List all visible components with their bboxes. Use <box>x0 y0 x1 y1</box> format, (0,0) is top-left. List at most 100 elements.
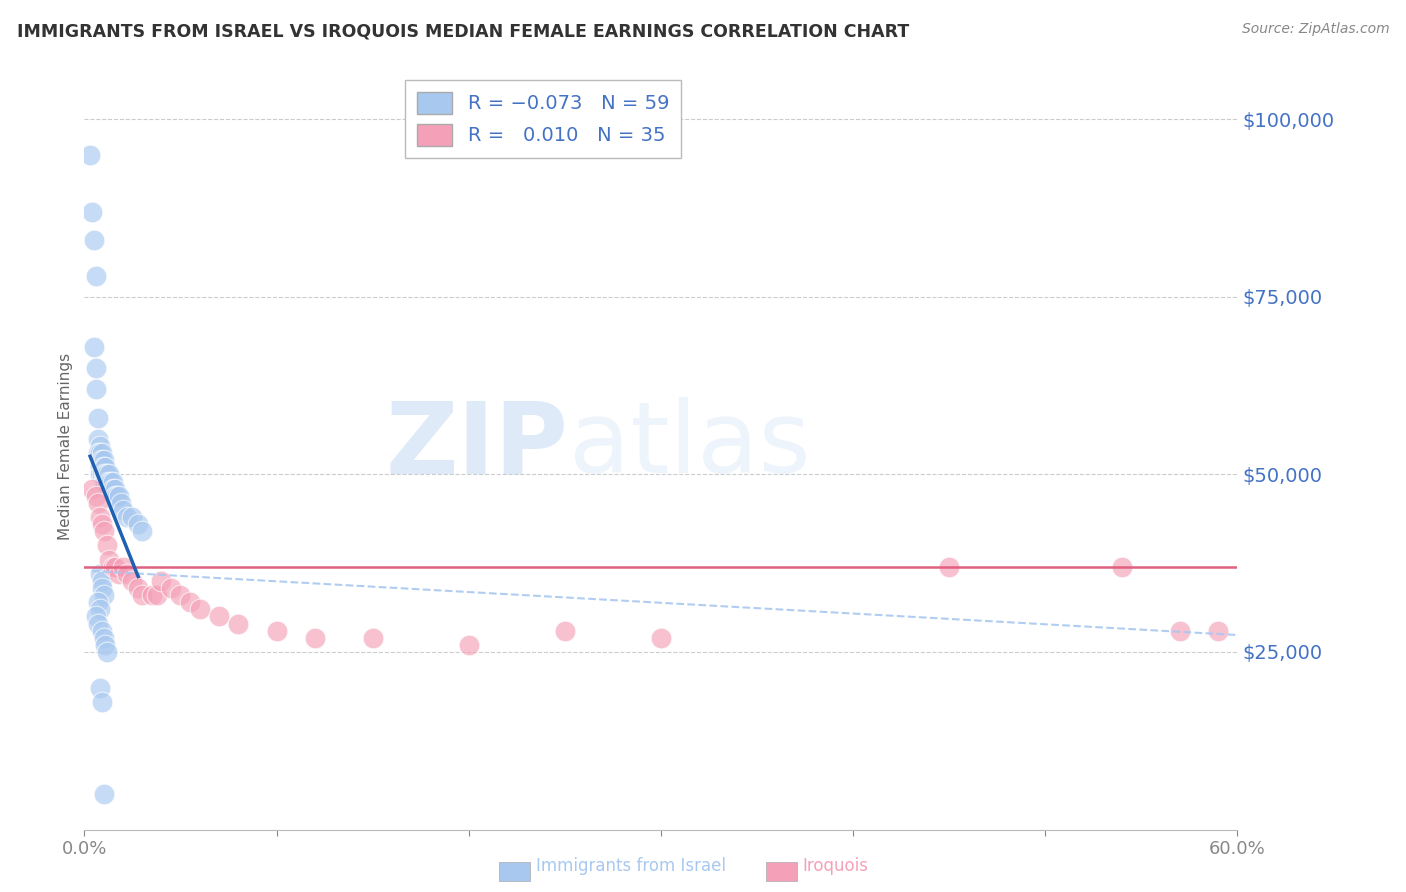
Point <box>104 482 127 496</box>
Point <box>208 609 231 624</box>
Point <box>90 581 112 595</box>
Point <box>108 566 131 581</box>
Point <box>83 340 105 354</box>
Point <box>96 645 118 659</box>
Point <box>150 574 173 588</box>
Point <box>93 453 115 467</box>
Text: IMMIGRANTS FROM ISRAEL VS IROQUOIS MEDIAN FEMALE EARNINGS CORRELATION CHART: IMMIGRANTS FROM ISRAEL VS IROQUOIS MEDIA… <box>17 22 910 40</box>
Point <box>87 496 110 510</box>
Point <box>121 574 143 588</box>
Point <box>89 439 111 453</box>
Point <box>93 467 115 482</box>
Point <box>87 616 110 631</box>
Text: atlas: atlas <box>568 398 810 494</box>
Point <box>226 616 249 631</box>
Point <box>90 574 112 588</box>
Point <box>80 482 103 496</box>
Point <box>80 204 103 219</box>
Point <box>105 489 128 503</box>
Point <box>103 475 124 489</box>
Point <box>108 489 131 503</box>
Point <box>160 581 183 595</box>
Point <box>89 467 111 482</box>
Point <box>87 432 110 446</box>
Point <box>79 148 101 162</box>
Point <box>89 566 111 581</box>
Point <box>98 552 121 566</box>
Text: Immigrants from Israel: Immigrants from Israel <box>536 857 725 875</box>
Point <box>90 467 112 482</box>
Point <box>94 638 117 652</box>
Point <box>90 624 112 638</box>
Point <box>93 588 115 602</box>
Point <box>89 446 111 460</box>
Point <box>84 489 107 503</box>
Point <box>650 631 672 645</box>
Point <box>1168 624 1191 638</box>
Point <box>127 581 149 595</box>
Point <box>115 566 138 581</box>
Point <box>90 446 112 460</box>
Point <box>89 510 111 524</box>
Point <box>93 475 115 489</box>
Point <box>104 489 127 503</box>
Point <box>103 559 124 574</box>
Y-axis label: Median Female Earnings: Median Female Earnings <box>58 352 73 540</box>
Point <box>98 475 121 489</box>
Point <box>90 695 112 709</box>
Point <box>93 787 115 801</box>
Point <box>1206 624 1229 638</box>
Point <box>98 467 121 482</box>
Point <box>131 524 153 539</box>
Point <box>179 595 201 609</box>
Point <box>169 588 191 602</box>
Point <box>93 460 115 475</box>
Point <box>93 524 115 539</box>
Point <box>87 446 110 460</box>
Point <box>87 595 110 609</box>
Point <box>457 638 479 652</box>
Point <box>100 475 122 489</box>
Text: ZIP: ZIP <box>385 398 568 494</box>
Point <box>938 559 960 574</box>
Point <box>84 360 107 375</box>
Point <box>96 467 118 482</box>
Legend: R = −0.073   N = 59, R =   0.010   N = 35: R = −0.073 N = 59, R = 0.010 N = 35 <box>405 79 681 158</box>
Point <box>1111 559 1133 574</box>
Point <box>94 460 117 475</box>
Point <box>361 631 384 645</box>
Point <box>131 588 153 602</box>
Point <box>94 467 117 482</box>
Point <box>83 233 105 247</box>
Point <box>146 588 169 602</box>
Point <box>121 510 143 524</box>
Point <box>90 453 112 467</box>
Point <box>89 453 111 467</box>
Text: Source: ZipAtlas.com: Source: ZipAtlas.com <box>1241 22 1389 37</box>
Point <box>90 460 112 475</box>
Point <box>87 410 110 425</box>
Text: Iroquois: Iroquois <box>803 857 869 875</box>
Point <box>84 382 107 396</box>
Point <box>89 602 111 616</box>
Point <box>84 268 107 283</box>
Point <box>84 609 107 624</box>
Point <box>110 496 132 510</box>
Point <box>141 588 163 602</box>
Point <box>111 503 134 517</box>
Point <box>188 602 211 616</box>
Point <box>93 467 115 482</box>
Point <box>89 681 111 695</box>
Point <box>115 510 138 524</box>
Point <box>111 559 134 574</box>
Point <box>93 631 115 645</box>
Point <box>104 559 127 574</box>
Point <box>90 517 112 532</box>
Point <box>127 517 149 532</box>
Point <box>103 482 124 496</box>
Point <box>89 460 111 475</box>
Point <box>304 631 326 645</box>
Point <box>266 624 288 638</box>
Point <box>96 475 118 489</box>
Point <box>96 538 118 552</box>
